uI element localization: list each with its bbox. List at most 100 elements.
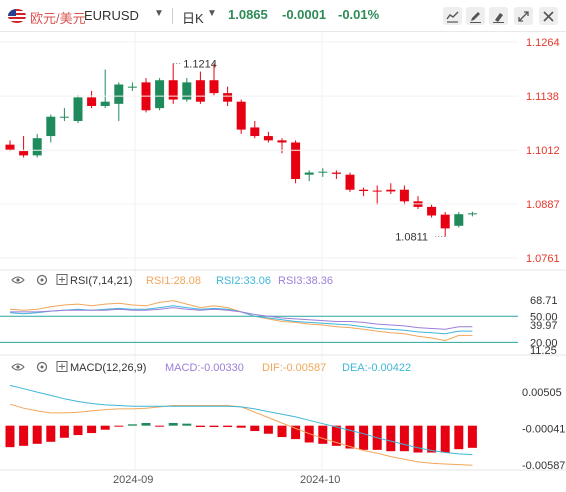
candle [87, 90, 97, 109]
candle-body [100, 101, 110, 106]
candle-body [331, 172, 341, 174]
rsi-expand-icon[interactable] [56, 274, 68, 285]
macd-bar [467, 425, 477, 448]
pen-tool-icon[interactable] [466, 7, 485, 25]
macd-bar [182, 423, 192, 426]
time-axis: 2024-09 2024-10 [0, 469, 566, 486]
candle [250, 121, 260, 139]
settings-icon[interactable] [539, 7, 558, 25]
candle [304, 170, 314, 182]
macd-bar [46, 425, 56, 442]
rsi-settings-icon[interactable] [36, 274, 48, 286]
rsi-series-line [9, 300, 473, 342]
macd-eye-icon[interactable] [11, 363, 25, 371]
macd-bar [236, 425, 246, 428]
candle [141, 78, 151, 113]
macd-settings-icon[interactable] [36, 361, 48, 373]
macd-bar [168, 422, 178, 426]
candle-body [168, 80, 178, 100]
price-tick-label: 1.1264 [526, 37, 560, 49]
macd-tick-label: 0.00505 [522, 387, 562, 399]
low-annotation: 1.0811 [395, 232, 428, 244]
dea-legend: DEA:-0.00422 [342, 362, 411, 374]
rsi-panel: RSI(7,14,21) RSI1:28.08 RSI2:33.06 RSI3:… [0, 269, 566, 357]
candle [345, 172, 355, 192]
price-change: -0.0001 [282, 7, 327, 22]
macd-bar [155, 425, 165, 427]
rsi-tick-label: 20.00 [530, 337, 558, 349]
candle [318, 168, 328, 177]
dea-line [9, 384, 473, 456]
rsi-eye-icon[interactable] [11, 276, 25, 284]
candle [386, 183, 396, 195]
macd-tick-label: -0.00041 [522, 423, 565, 435]
us-flag-icon [8, 9, 26, 23]
rsi-title: RSI(7,14,21) [70, 275, 132, 287]
candle-body [5, 144, 15, 150]
candle [467, 211, 477, 217]
candle-body [440, 214, 450, 229]
chart-area[interactable]: 1.1264 1.1138 1.1012 1.0887 1.0761 1.1214 1.… [0, 32, 566, 492]
macd-bar [141, 422, 151, 426]
candle-body [236, 101, 246, 130]
candle [168, 63, 178, 104]
rsi-lines [0, 300, 518, 343]
price-axis: 1.1264 1.1138 1.1012 1.0887 1.0761 [0, 37, 560, 265]
candle-body [318, 171, 328, 173]
candle-body [277, 140, 287, 143]
period-dropdown-icon[interactable]: ▼ [207, 8, 217, 19]
candle-body [372, 190, 382, 192]
macd-bar [399, 425, 409, 452]
candle-body [345, 174, 355, 190]
candle-body [19, 151, 29, 156]
price-tick-label: 1.1012 [526, 145, 560, 157]
erase-tool-icon[interactable] [489, 7, 508, 25]
macd-panel: MACD(12,26,9) MACD:-0.00330 DIF:-0.00587… [0, 354, 566, 472]
macd-bar [19, 425, 29, 446]
candle-body [209, 80, 219, 94]
macd-bar [359, 425, 369, 450]
macd-expand-icon[interactable] [56, 361, 68, 372]
macd-histogram [5, 422, 477, 453]
candle-body [304, 172, 314, 175]
price-tick-label: 1.1138 [526, 91, 559, 103]
candle-body [73, 97, 83, 122]
top-toolbar: 欧元/美元 EURUSD ▼ 日K ▼ 1.0865 -0.0001 -0.01… [0, 0, 566, 32]
rsi2-legend: RSI2:33.06 [216, 275, 271, 287]
candle-body [46, 116, 56, 137]
macd-bar [427, 425, 437, 453]
macd-bar [454, 425, 464, 450]
macd-bar [331, 425, 341, 446]
time-tick-label: 2024-09 [113, 474, 153, 486]
candle-body [127, 86, 137, 88]
symbol-code[interactable]: EURUSD [84, 8, 139, 23]
line-tool-icon[interactable] [443, 7, 462, 25]
candle [59, 108, 69, 122]
candle-body [59, 116, 69, 118]
candle [100, 69, 110, 109]
candle [236, 99, 246, 134]
macd-bar [100, 425, 110, 430]
candle [291, 140, 301, 184]
candle [73, 95, 83, 124]
candle-body [427, 206, 437, 216]
fullscreen-icon[interactable] [514, 7, 533, 25]
candle-body [250, 127, 260, 137]
candle-body [223, 93, 233, 102]
chart-grid [134, 32, 323, 470]
macd-bar [209, 425, 219, 428]
candle-body [182, 82, 192, 100]
candle-body [467, 213, 477, 215]
candle [413, 196, 423, 210]
macd-bar [345, 425, 355, 449]
pair-name[interactable]: 欧元/美元 [30, 11, 86, 26]
candle [127, 82, 137, 91]
price-tick-label: 1.0761 [526, 253, 560, 265]
period-selector[interactable]: 日K [182, 11, 204, 26]
symbol-dropdown-icon[interactable]: ▼ [154, 8, 164, 19]
macd-title: MACD(12,26,9) [70, 362, 146, 374]
toolbar-divider [172, 8, 173, 24]
candle [399, 185, 409, 205]
macd-bar [250, 425, 260, 432]
